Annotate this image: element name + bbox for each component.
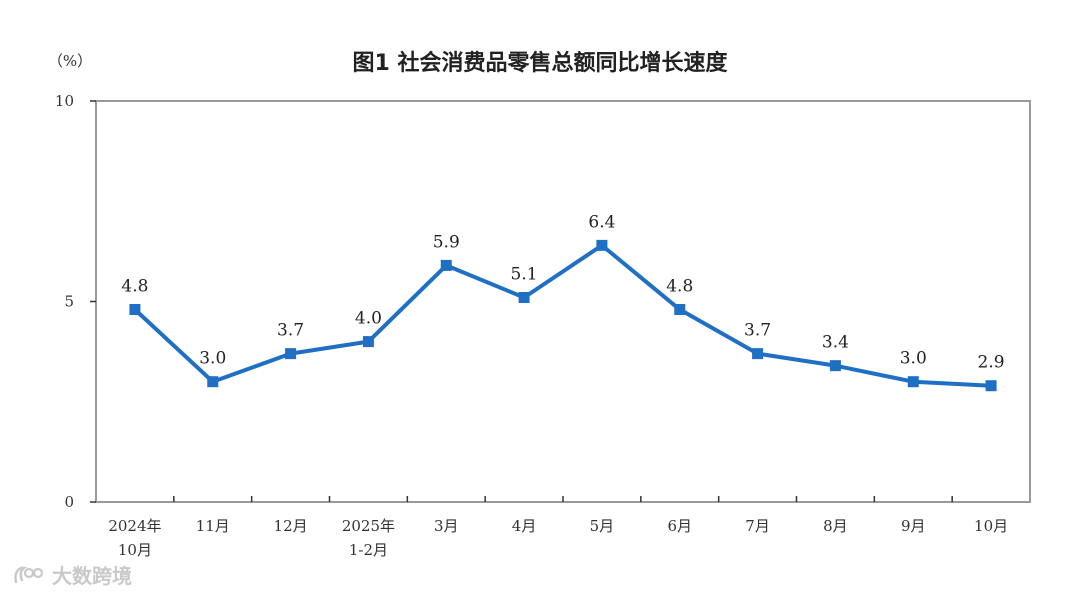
watermark: 大数跨境: [12, 560, 132, 589]
x-tick-label: 8月: [823, 517, 848, 535]
data-label: 3.4: [822, 333, 849, 353]
x-tick-label: 10月: [974, 517, 1008, 535]
data-point-marker: [674, 304, 686, 316]
data-point-marker: [518, 291, 530, 303]
x-tick-label: 3月: [434, 517, 459, 535]
watermark-text: 大数跨境: [52, 564, 132, 588]
x-tick-label: 2024年: [108, 517, 161, 535]
data-point-marker: [285, 348, 297, 360]
data-point-marker: [129, 304, 141, 316]
data-point-marker: [985, 380, 997, 392]
data-point-marker: [829, 360, 841, 372]
x-tick-label: 1-2月: [349, 541, 388, 559]
plot-frame: [95, 100, 1031, 503]
x-tick-label: 12月: [274, 517, 308, 535]
x-tick-label: 10月: [118, 541, 152, 559]
watermark-logo-icon: [14, 566, 44, 583]
y-axis: 0 5 10: [55, 92, 96, 511]
x-tick-label: 5月: [590, 517, 615, 535]
y-tick-label: 0: [64, 493, 74, 511]
x-tick-label: 11月: [196, 517, 230, 535]
data-point-marker: [207, 376, 219, 388]
x-axis: 2024年 10月 11月 12月 2025年 1-2月 3月 4月 5月 6月 7月 8月 9月 10月: [108, 496, 1008, 559]
x-tick-label: 4月: [512, 517, 537, 535]
chart-title: 图1 社会消费品零售总额同比增长速度: [353, 50, 729, 76]
data-label: 3.7: [277, 321, 304, 341]
data-label: 5.1: [511, 264, 538, 284]
y-tick-label: 5: [64, 293, 74, 311]
series-line: [133, 243, 992, 388]
data-label: 4.0: [355, 309, 382, 329]
data-label: 2.9: [978, 353, 1005, 373]
data-point-marker: [440, 259, 452, 271]
data-label: 3.7: [744, 321, 771, 341]
x-tick-label: 7月: [745, 517, 770, 535]
data-label: 6.4: [588, 212, 615, 232]
x-tick-label: 9月: [901, 517, 926, 535]
data-point-marker: [907, 376, 919, 388]
data-label: 5.9: [433, 232, 460, 252]
data-label: 4.8: [121, 277, 148, 297]
series-layer: 4.8 3.0 3.7 4.0 5.9 5.1 6.4 4.8 3.7 3.4 3.0 2.9: [121, 212, 1005, 392]
x-tick-label: 2025年: [342, 517, 395, 535]
data-label: 4.8: [666, 277, 693, 297]
data-label: 3.0: [900, 349, 927, 369]
data-label: 3.0: [199, 349, 226, 369]
data-point-marker: [596, 239, 608, 251]
y-axis-unit-label: （%）: [48, 52, 92, 70]
x-tick-label: 6月: [667, 517, 692, 535]
y-tick-label: 10: [55, 92, 74, 110]
data-point-marker: [362, 336, 374, 348]
data-point-marker: [752, 348, 764, 360]
